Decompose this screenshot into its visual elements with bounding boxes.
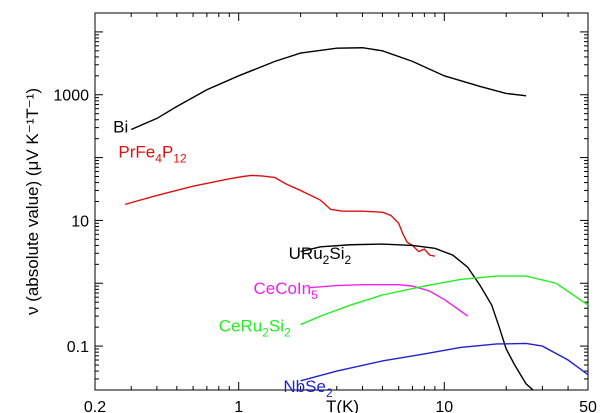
series-label-3: CeCoIn5	[253, 279, 318, 302]
series-label-text: CeRu	[219, 317, 262, 336]
y-axis-title: ν (absolute value) (μV K⁻¹T⁻¹)	[23, 88, 42, 315]
series-label-text: NbSe	[283, 377, 326, 396]
y-tick-label: 1000	[53, 88, 89, 105]
y-tick-labels: 0.1 10 1000	[53, 88, 89, 356]
x-tick-label: 10	[435, 399, 453, 413]
x-axis-title: T(K)	[326, 397, 359, 413]
series-label-subscript: 12	[173, 152, 187, 166]
series-label-subscript: 2	[284, 326, 291, 340]
series-line-2	[300, 243, 534, 391]
x-tick-label: 50	[579, 399, 597, 413]
series-label-subscript: 5	[311, 288, 318, 302]
series-label-5: NbSe2	[283, 377, 333, 400]
series-label-1: PrFe4P12	[118, 143, 187, 166]
series-label-text: CeCoIn	[253, 279, 311, 298]
series-label-text: P	[162, 143, 173, 162]
series-label-text: Si	[269, 317, 284, 336]
series-label-subscript: 2	[323, 253, 330, 267]
series-label-text: Si	[329, 244, 344, 263]
series-line-0	[130, 47, 527, 131]
series-label-text: PrFe	[118, 143, 155, 162]
series-label-subscript: 2	[326, 386, 333, 400]
series-line-4	[300, 275, 589, 326]
series-label-0: Bi	[113, 118, 128, 137]
series-line-3	[309, 283, 469, 317]
series-group	[124, 47, 589, 391]
series-label-2: URu2Si2	[289, 244, 352, 267]
x-tick-labels: 0.2 1 10 50	[84, 399, 597, 413]
plot-frame	[94, 12, 589, 391]
x-axis-ticks	[94, 13, 589, 390]
y-tick-label: 10	[71, 213, 89, 230]
series-label-4: CeRu2Si2	[219, 317, 291, 340]
series-label-subscript: 4	[155, 152, 162, 166]
x-tick-label: 1	[234, 399, 243, 413]
series-label-subscript: 2	[344, 253, 351, 267]
series-line-5	[300, 342, 589, 382]
series-label-text: Bi	[113, 118, 128, 137]
x-tick-label: 0.2	[84, 399, 106, 413]
series-label-subscript: 2	[262, 326, 269, 340]
series-line-1	[124, 174, 436, 257]
series-label-text: URu	[289, 244, 323, 263]
y-tick-label: 0.1	[67, 339, 89, 356]
y-axis-ticks	[95, 12, 588, 391]
